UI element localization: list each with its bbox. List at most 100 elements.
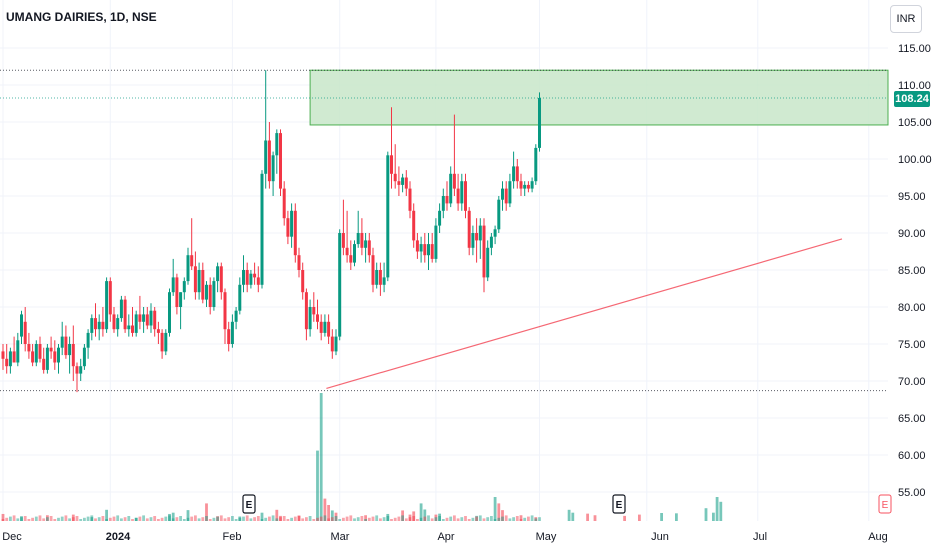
volume-bar: [386, 513, 390, 521]
time-axis[interactable]: Dec 2024 Feb Mar Apr May Jun Jul Aug: [2, 531, 888, 543]
volume-bar: [386, 516, 390, 521]
volume-bar: [190, 516, 194, 521]
candle-body: [238, 284, 242, 311]
time-tick-label: Aug: [868, 531, 888, 543]
candle-body: [38, 344, 42, 359]
candle-body: [179, 292, 183, 307]
candle-body: [360, 233, 364, 248]
volume-bar: [478, 515, 482, 521]
candle-body: [171, 277, 175, 293]
candle-body: [271, 155, 275, 182]
candle-body: [279, 133, 282, 189]
volume-bar: [360, 516, 364, 521]
candle-body: [131, 325, 134, 333]
volume-bar: [527, 516, 530, 521]
volume-bar: [393, 517, 397, 521]
volume-bar: [31, 517, 34, 521]
volume-bar: [501, 510, 504, 521]
candle-body: [341, 233, 345, 248]
candle-body: [156, 329, 160, 333]
resistance-zone-layer[interactable]: [309, 69, 889, 126]
volume-bar: [323, 498, 327, 521]
candle-body: [364, 240, 368, 248]
candle-body: [404, 177, 408, 189]
candle-body: [90, 318, 94, 333]
candle-body: [378, 270, 382, 285]
price-tick-label: 65.00: [898, 413, 926, 425]
last-price-tag: 108.24: [894, 91, 930, 107]
volume-bar: [338, 519, 342, 521]
volume-bar: [256, 516, 260, 521]
volume-bar: [519, 519, 523, 521]
candle-body: [493, 229, 497, 237]
volume-bar: [719, 501, 723, 521]
volume-bar: [367, 517, 371, 521]
volume-bar: [9, 516, 12, 521]
volume-bar: [97, 517, 101, 521]
volume-bar: [208, 519, 212, 521]
candle-body: [256, 277, 260, 285]
earnings-label: E: [616, 500, 623, 511]
currency-button[interactable]: INR: [890, 5, 922, 33]
candle-body: [497, 199, 501, 230]
candle-body: [20, 314, 23, 337]
candle-body: [438, 210, 442, 226]
volume-bar: [342, 517, 345, 521]
candle-body: [526, 184, 530, 189]
volume-bar: [512, 517, 515, 521]
time-tick-label: Feb: [223, 531, 242, 543]
candle-body: [5, 358, 9, 367]
volume-bar: [349, 515, 353, 521]
price-tick-label: 115.00: [898, 43, 931, 55]
price-tick-label: 95.00: [898, 191, 926, 203]
volume-bar: [105, 509, 108, 521]
time-tick-label: 2024: [106, 531, 131, 543]
volume-bar: [112, 516, 116, 521]
price-tick-label: 90.00: [898, 228, 926, 240]
candle-body: [430, 244, 434, 259]
candle-body: [245, 270, 249, 285]
candle-body: [486, 247, 490, 278]
volume-bar: [456, 518, 460, 521]
volume-bar: [497, 503, 501, 521]
volume-bar: [412, 511, 416, 521]
support-trendline: [326, 238, 843, 389]
volume-bar: [238, 517, 242, 521]
volume-bar: [116, 515, 120, 521]
volume-bar: [275, 518, 279, 521]
candle-body: [201, 270, 205, 300]
volume-bar: [416, 519, 419, 521]
volume-bar: [79, 519, 83, 521]
volume-bar: [493, 497, 497, 521]
volume-bar: [53, 519, 57, 521]
candle-body: [212, 281, 216, 307]
volume-bar: [390, 519, 393, 521]
candle-body: [264, 140, 268, 174]
candle-body: [441, 196, 445, 211]
volume-bar: [334, 516, 338, 521]
volume-bar: [404, 518, 408, 521]
candle-body: [64, 336, 68, 356]
volume-bar: [145, 518, 149, 521]
candle-body: [227, 329, 231, 344]
volume-bar: [1, 513, 5, 521]
volume-bar: [330, 510, 334, 521]
volume-bar: [490, 516, 493, 521]
volume-bar: [301, 518, 305, 521]
symbol-title[interactable]: UMANG DAIRIES, 1D, NSE: [6, 10, 157, 24]
price-tick-label: 60.00: [898, 450, 926, 462]
candle-body: [186, 255, 190, 282]
price-axis[interactable]: 115.00 110.00 105.00 100.00 95.00 90.00 85.00 8…: [898, 43, 932, 499]
volume-bar: [49, 516, 53, 521]
volume-bar: [434, 514, 438, 521]
volume-bar: [638, 514, 641, 521]
volume-bar: [268, 516, 271, 521]
candle-body: [190, 255, 194, 267]
trendline-layer[interactable]: [326, 238, 843, 389]
time-tick-label: Mar: [331, 531, 350, 543]
volume-bar: [205, 503, 208, 521]
candle-body: [12, 351, 16, 363]
volume-bar: [234, 519, 238, 521]
